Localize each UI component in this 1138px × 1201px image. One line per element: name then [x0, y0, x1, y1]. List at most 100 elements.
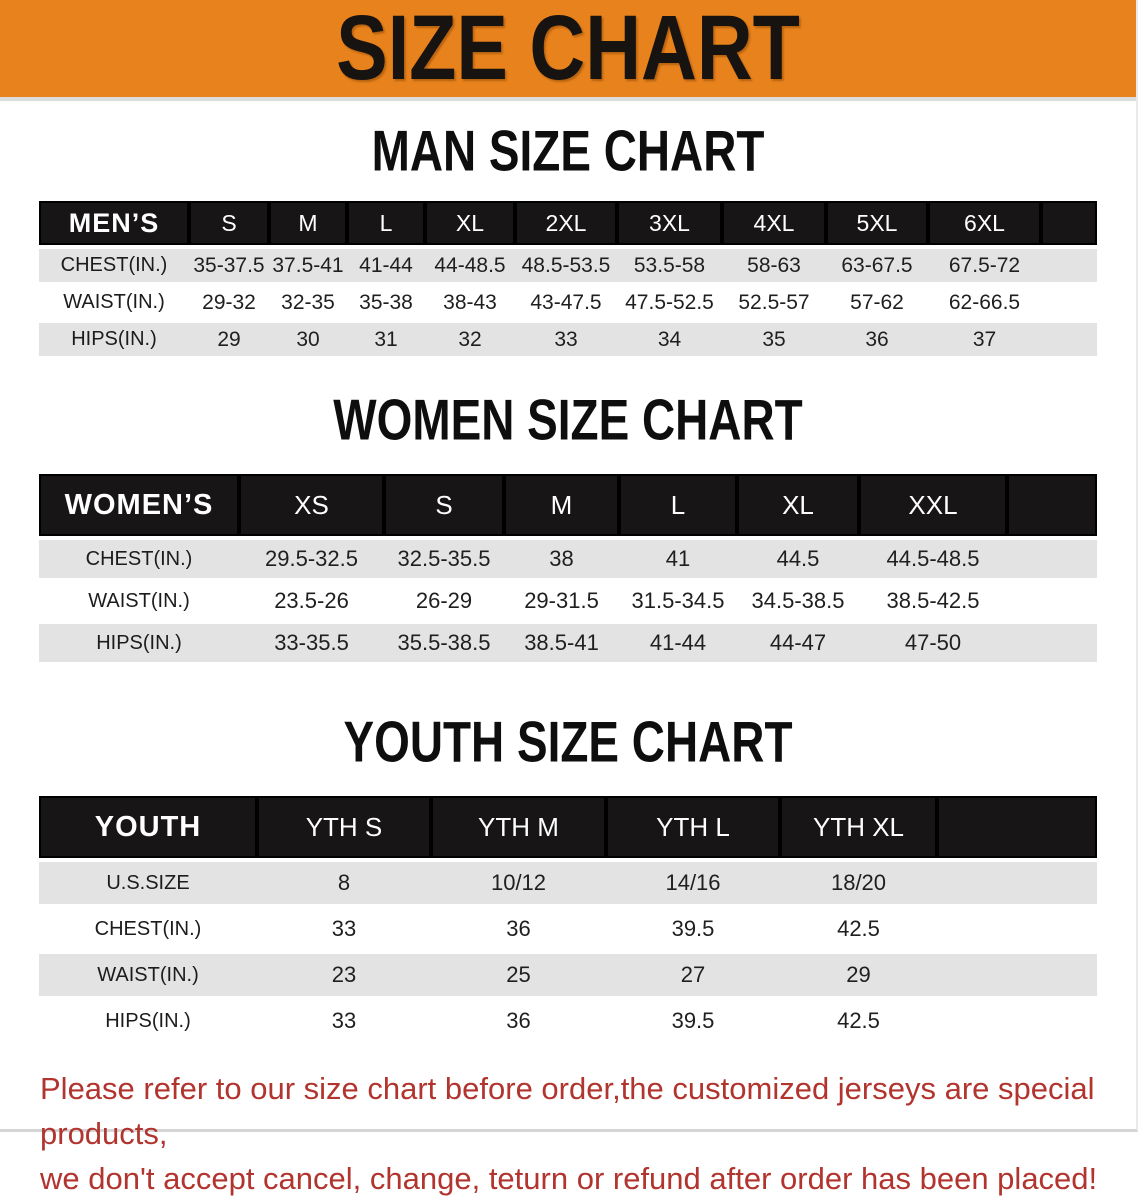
size-header-row: WOMEN’S XS S M L XL XXL — [39, 474, 1097, 536]
row-label: HIPS(IN.) — [39, 323, 189, 356]
value-cell: 52.5-57 — [722, 286, 826, 319]
value-cell: 43-47.5 — [515, 286, 617, 319]
value-cell: 30 — [269, 323, 347, 356]
value-cell: 62-66.5 — [928, 286, 1041, 319]
value-cell: 36 — [826, 323, 928, 356]
order-note-line2: we don't accept cancel, change, teturn o… — [40, 1161, 1098, 1196]
value-cell: 29-31.5 — [504, 582, 619, 620]
size-col-header: M — [504, 474, 619, 536]
spacer-cell — [937, 862, 1097, 904]
corner-label: YOUTH — [39, 796, 257, 858]
row-label: CHEST(IN.) — [39, 908, 257, 950]
value-cell: 29 — [189, 323, 269, 356]
value-cell: 37.5-41 — [269, 249, 347, 282]
measure-row: CHEST(IN.) 35-37.5 37.5-41 41-44 44-48.5 48.5… — [39, 249, 1097, 282]
section-men: MAN SIZE CHART MEN’S S M L XL 2XL 3XL 4XL 5XL 6XL… — [0, 118, 1136, 360]
value-cell: 35-37.5 — [189, 249, 269, 282]
corner-label: MEN’S — [39, 201, 189, 245]
size-col-header: L — [347, 201, 425, 245]
value-cell: 31.5-34.5 — [619, 582, 737, 620]
spacer-cell — [1007, 474, 1097, 536]
value-cell: 23.5-26 — [239, 582, 384, 620]
size-col-header: M — [269, 201, 347, 245]
value-cell: 41 — [619, 540, 737, 578]
value-cell: 29.5-32.5 — [239, 540, 384, 578]
value-cell: 18/20 — [780, 862, 937, 904]
value-cell: 23 — [257, 954, 431, 996]
row-label: CHEST(IN.) — [39, 249, 189, 282]
measure-row: CHEST(IN.) 29.5-32.5 32.5-35.5 38 41 44.5 44.5… — [39, 540, 1097, 578]
spacer-cell — [937, 796, 1097, 858]
measure-row: HIPS(IN.) 33 36 39.5 42.5 — [39, 1000, 1097, 1042]
value-cell: 33 — [257, 908, 431, 950]
value-cell: 29 — [780, 954, 937, 996]
spacer-cell — [937, 954, 1097, 996]
value-cell: 67.5-72 — [928, 249, 1041, 282]
spacer-cell — [1007, 582, 1097, 620]
value-cell: 42.5 — [780, 1000, 937, 1042]
value-cell: 14/16 — [606, 862, 780, 904]
measure-row: WAIST(IN.) 23.5-26 26-29 29-31.5 31.5-34.5 34… — [39, 582, 1097, 620]
value-cell: 41-44 — [347, 249, 425, 282]
value-cell: 58-63 — [722, 249, 826, 282]
men-size-table: MEN’S S M L XL 2XL 3XL 4XL 5XL 6XL CHEST(IN.) 35-3… — [39, 197, 1097, 360]
order-note: Please refer to our size chart before or… — [0, 1066, 1136, 1201]
women-size-table: WOMEN’S XS S M L XL XXL CHEST(IN.) 29.5-32.5 32.… — [39, 470, 1097, 666]
size-col-header: YTH XL — [780, 796, 937, 858]
youth-size-table: YOUTH YTH S YTH M YTH L YTH XL U.S.SIZE 8 10/1… — [39, 792, 1097, 1046]
measure-row: CHEST(IN.) 33 36 39.5 42.5 — [39, 908, 1097, 950]
value-cell: 35-38 — [347, 286, 425, 319]
size-col-header: XS — [239, 474, 384, 536]
value-cell: 10/12 — [431, 862, 606, 904]
value-cell: 44-48.5 — [425, 249, 515, 282]
value-cell: 32.5-35.5 — [384, 540, 504, 578]
size-col-header: 4XL — [722, 201, 826, 245]
measure-row: WAIST(IN.) 23 25 27 29 — [39, 954, 1097, 996]
size-header-row: YOUTH YTH S YTH M YTH L YTH XL — [39, 796, 1097, 858]
value-cell: 29-32 — [189, 286, 269, 319]
youth-section-heading: YOUTH SIZE CHART — [343, 709, 793, 774]
spacer-cell — [1041, 201, 1097, 245]
value-cell: 53.5-58 — [617, 249, 722, 282]
value-cell: 33 — [515, 323, 617, 356]
value-cell: 48.5-53.5 — [515, 249, 617, 282]
row-label: WAIST(IN.) — [39, 954, 257, 996]
women-section-heading: WOMEN SIZE CHART — [333, 387, 803, 452]
order-note-line1: Please refer to our size chart before or… — [40, 1071, 1095, 1151]
value-cell: 34 — [617, 323, 722, 356]
row-label: HIPS(IN.) — [39, 1000, 257, 1042]
measure-row: WAIST(IN.) 29-32 32-35 35-38 38-43 43-47.5 47.… — [39, 286, 1097, 319]
value-cell: 38 — [504, 540, 619, 578]
row-label: CHEST(IN.) — [39, 540, 239, 578]
size-col-header: YTH L — [606, 796, 780, 858]
value-cell: 34.5-38.5 — [737, 582, 859, 620]
size-col-header: 2XL — [515, 201, 617, 245]
value-cell: 36 — [431, 1000, 606, 1042]
value-cell: 39.5 — [606, 1000, 780, 1042]
value-cell: 57-62 — [826, 286, 928, 319]
size-col-header: S — [384, 474, 504, 536]
measure-row: HIPS(IN.) 33-35.5 35.5-38.5 38.5-41 41-44 44-… — [39, 624, 1097, 662]
size-col-header: XL — [737, 474, 859, 536]
men-section-heading: MAN SIZE CHART — [371, 118, 765, 183]
value-cell: 25 — [431, 954, 606, 996]
banner-title: SIZE CHART — [336, 0, 800, 99]
value-cell: 38.5-41 — [504, 624, 619, 662]
value-cell: 44.5 — [737, 540, 859, 578]
row-label: HIPS(IN.) — [39, 624, 239, 662]
spacer-cell — [1041, 286, 1097, 319]
size-col-header: 3XL — [617, 201, 722, 245]
value-cell: 39.5 — [606, 908, 780, 950]
spacer-cell — [937, 908, 1097, 950]
size-col-header: L — [619, 474, 737, 536]
value-cell: 26-29 — [384, 582, 504, 620]
value-cell: 44.5-48.5 — [859, 540, 1007, 578]
size-col-header: 5XL — [826, 201, 928, 245]
section-women: WOMEN SIZE CHART WOMEN’S XS S M L XL XXL CHEST… — [0, 387, 1136, 666]
corner-label: WOMEN’S — [39, 474, 239, 536]
spacer-cell — [937, 1000, 1097, 1042]
size-col-header: XXL — [859, 474, 1007, 536]
value-cell: 33 — [257, 1000, 431, 1042]
spacer-cell — [1041, 249, 1097, 282]
